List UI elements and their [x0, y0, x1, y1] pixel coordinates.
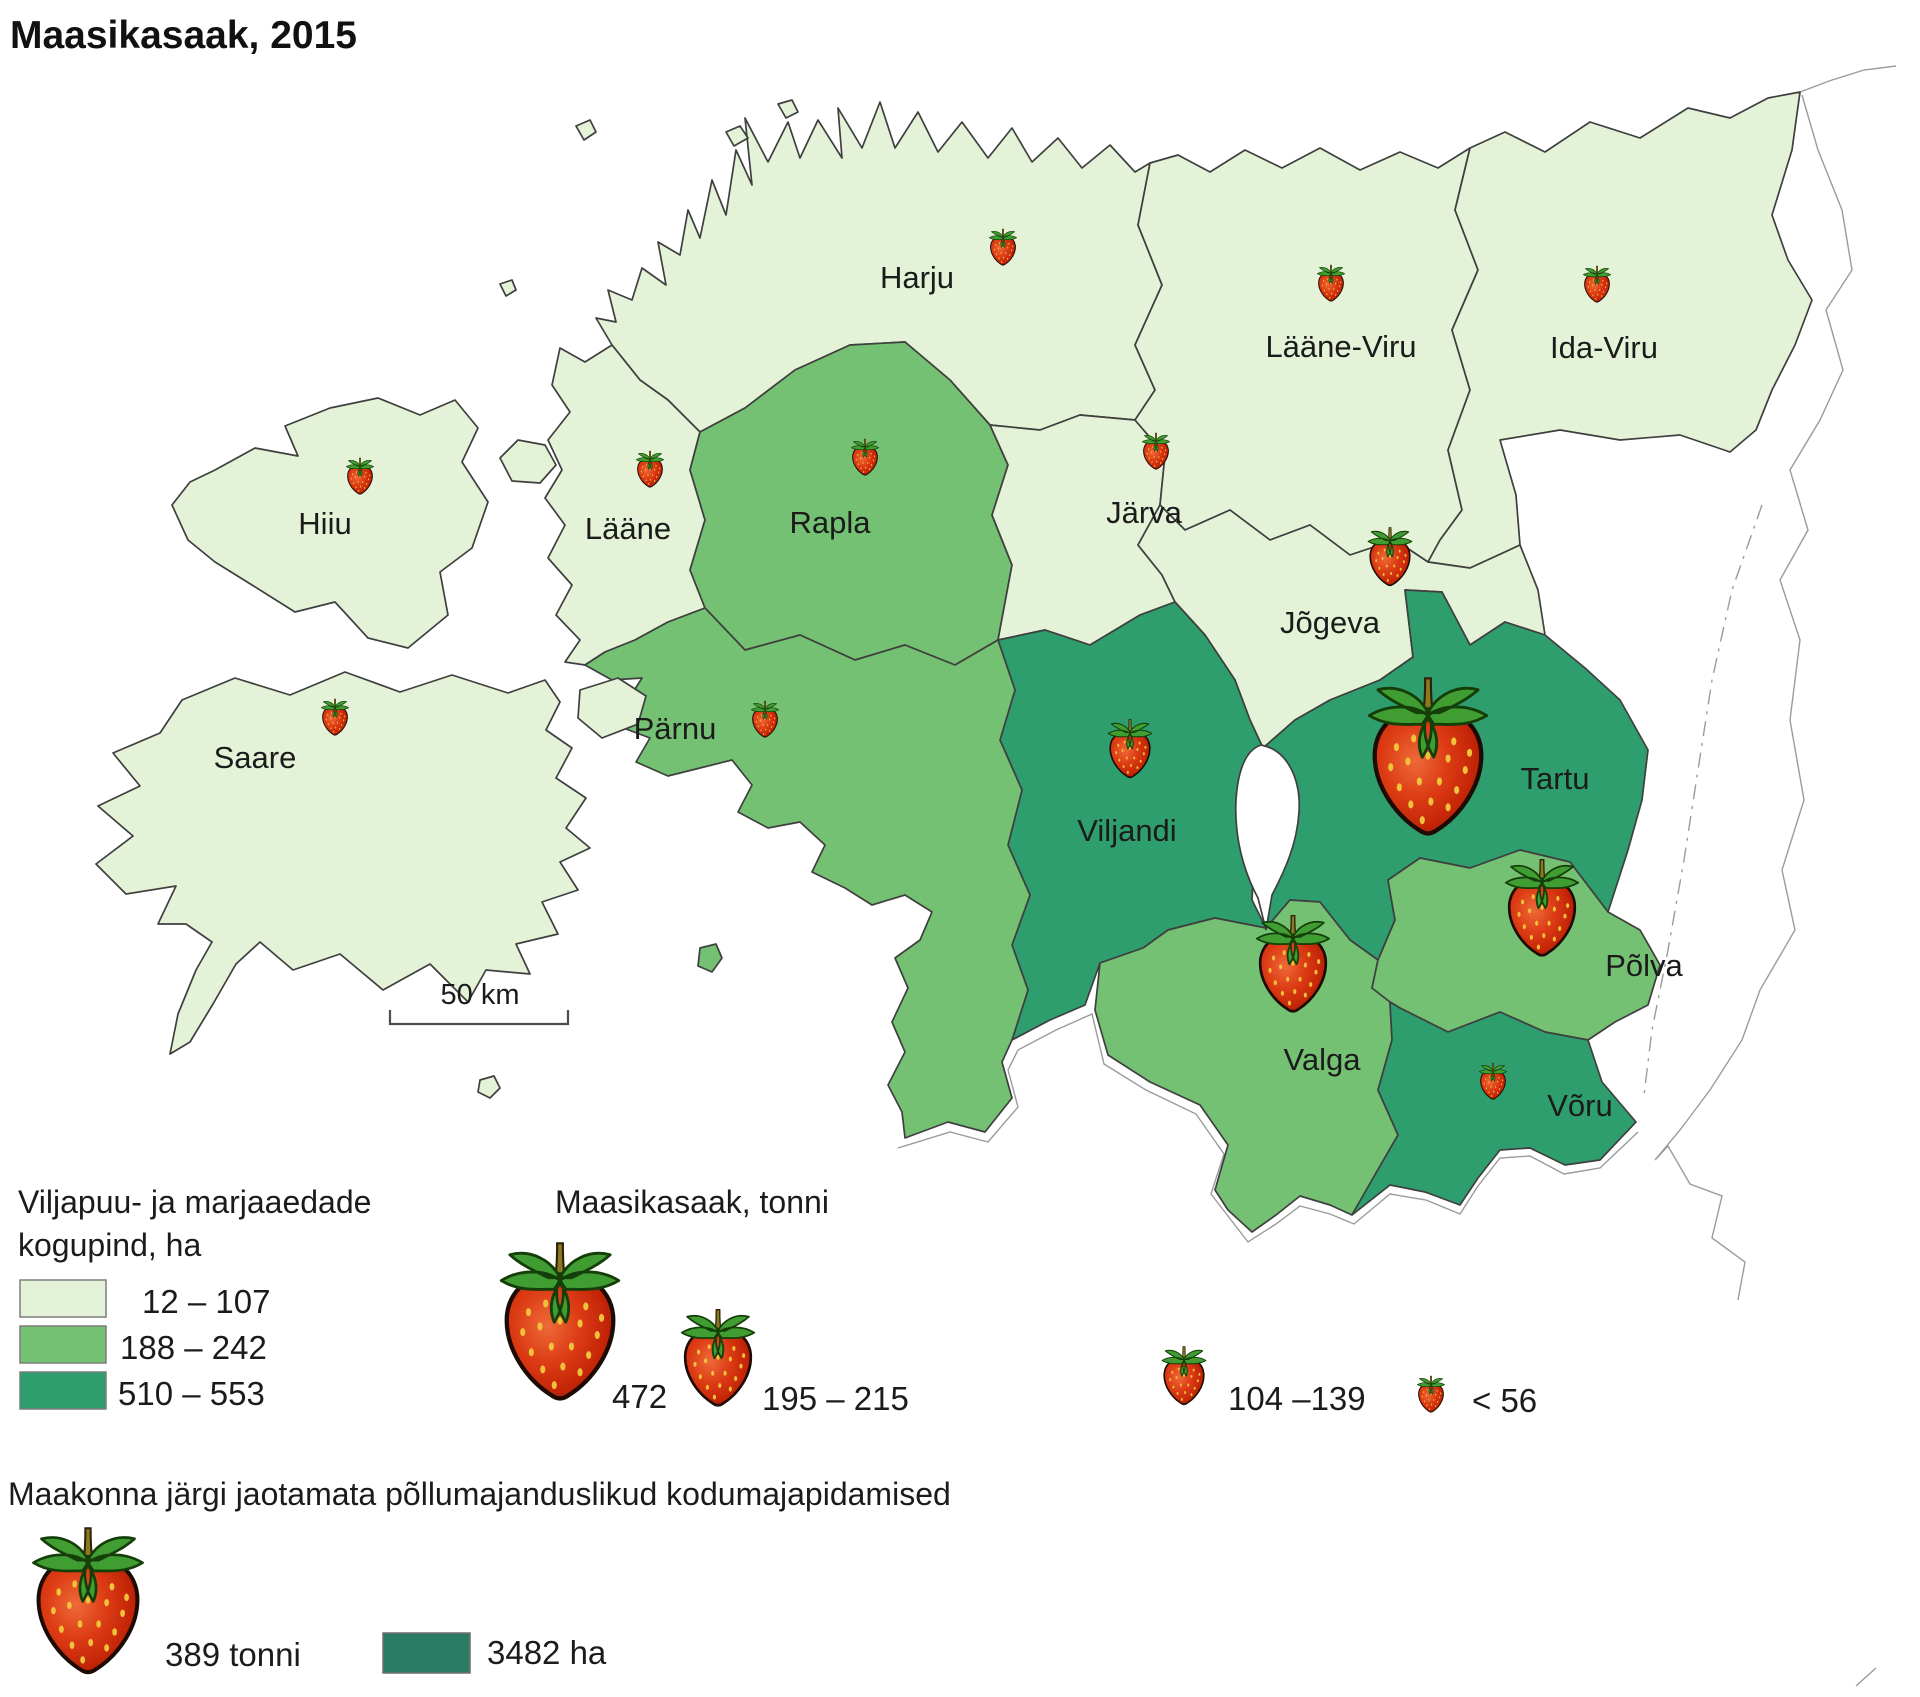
legend-area-title-line1: Viljapuu- ja marjaaedade	[18, 1184, 371, 1220]
county-label-Võru: Võru	[1547, 1088, 1612, 1123]
legend-yield-value-0: 472	[612, 1378, 667, 1415]
legend-strawberry-xl	[501, 1243, 619, 1398]
island-kihnu	[697, 943, 723, 973]
legend-range-3: 510 – 553	[118, 1375, 265, 1412]
legend-yield-value-1: 195 – 215	[762, 1380, 909, 1417]
legend-range-2: 188 – 242	[120, 1329, 267, 1366]
county-label-Tartu: Tartu	[1521, 761, 1590, 796]
footnote: Maakonna järgi jaotamata põllumajandusli…	[8, 1476, 951, 1675]
legend-range-1: 12 – 107	[142, 1283, 270, 1320]
county-voru	[1351, 1001, 1637, 1216]
footnote-berry-label: 389 tonni	[165, 1636, 301, 1673]
islet-1	[575, 119, 597, 141]
county-label-Viljandi: Viljandi	[1077, 813, 1176, 848]
legend-swatch-mid	[19, 1325, 107, 1364]
scale-bar-label: 50 km	[441, 979, 520, 1011]
county-ida-viru	[1427, 91, 1813, 569]
islet-4	[499, 279, 517, 297]
latvia-border	[897, 1013, 1639, 1243]
county-parnu	[584, 607, 1031, 1139]
county-label-Valga: Valga	[1284, 1042, 1362, 1077]
county-label-Harju: Harju	[880, 260, 954, 295]
county-hiiu	[171, 397, 489, 649]
island-vormsi	[499, 439, 557, 484]
county-label-Põlva: Põlva	[1605, 948, 1683, 983]
footnote-text: Maakonna järgi jaotamata põllumajandusli…	[8, 1476, 951, 1512]
legend-yield-title: Maasikasaak, tonni	[555, 1184, 829, 1220]
legend-yield: Maasikasaak, tonni 472 195 – 215 104 –139 <…	[501, 1184, 1537, 1419]
county-label-Järva: Järva	[1106, 495, 1183, 530]
legend-area-title-line2: kogupind, ha	[18, 1227, 201, 1263]
county-saare	[95, 671, 591, 1055]
islet-3	[777, 99, 799, 119]
county-label-Ida-Viru: Ida-Viru	[1550, 330, 1658, 365]
neighbor-country-outlines	[897, 65, 1897, 1687]
islet-2	[725, 125, 749, 147]
footnote-area-swatch	[382, 1632, 471, 1674]
lake-vortsjarv	[1234, 744, 1301, 931]
footnote-area-label: 3482 ha	[487, 1634, 607, 1671]
legend-yield-value-3: < 56	[1472, 1382, 1537, 1419]
island-ruhnu	[477, 1075, 501, 1099]
legend-strawberry-l	[680, 1308, 756, 1407]
county-label-Hiiu: Hiiu	[298, 506, 351, 541]
labels-layer: Harju Lääne-Viru Ida-Viru Hiiu Lääne Rapla Jär…	[214, 260, 1684, 1123]
legend-swatch-dark	[19, 1371, 107, 1410]
county-label-Pärnu: Pärnu	[634, 711, 717, 746]
scale-bar: 50 km	[388, 979, 570, 1026]
legend-swatch-light	[19, 1279, 107, 1318]
county-label-Saare: Saare	[214, 740, 297, 775]
county-label-Lääne: Lääne	[585, 511, 671, 546]
legend-area: Viljapuu- ja marjaaedade kogupind, ha 12…	[18, 1184, 371, 1412]
island-muhu	[577, 677, 647, 739]
county-label-Rapla: Rapla	[790, 505, 872, 540]
legend-yield-value-2: 104 –139	[1228, 1380, 1366, 1417]
legend-strawberry-m	[1161, 1345, 1207, 1406]
legend-strawberry-s	[1416, 1375, 1446, 1413]
footnote-strawberry-icon	[31, 1526, 145, 1675]
county-layer	[95, 91, 1813, 1233]
county-label-Lääne-Viru: Lääne-Viru	[1265, 329, 1416, 364]
county-label-Jõgeva: Jõgeva	[1280, 605, 1381, 640]
page-title: Maasikasaak, 2015	[10, 14, 357, 57]
state-border-in-lake	[1643, 504, 1763, 1096]
